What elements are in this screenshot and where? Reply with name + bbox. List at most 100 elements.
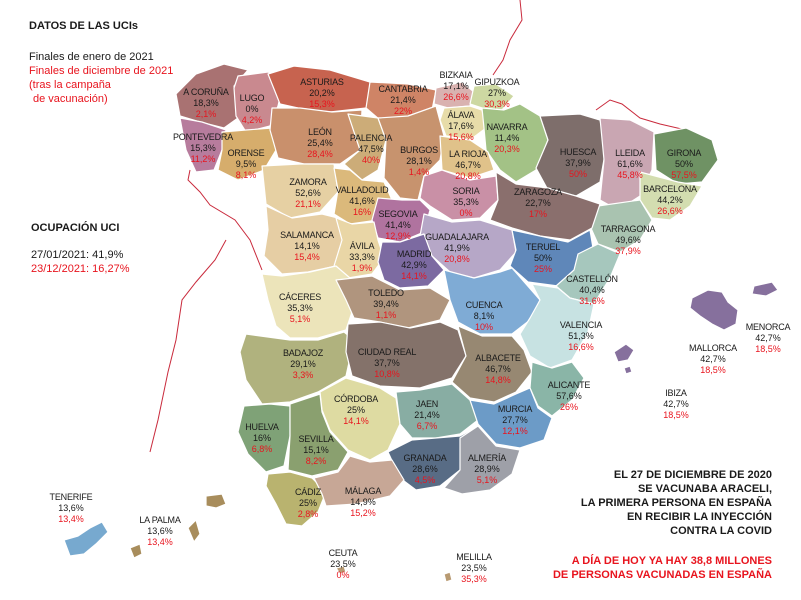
dec-value: 14,8% [485, 375, 511, 385]
label-valencia: Valencia 51,3% 16,6% [560, 320, 602, 353]
dec-value: 6,8% [251, 444, 273, 454]
label-cuenca: Cuenca 8,1% 10% [466, 300, 503, 333]
dec-value: 13,4% [147, 537, 173, 547]
jan-value: 46,7% [455, 160, 481, 170]
province-name: Granada [403, 453, 447, 463]
label-lugo: Lugo 0% 4,2% [240, 93, 265, 126]
label-gipuzkoa: Gipuzkoa 27% 30,3% [475, 77, 520, 110]
dec-value: 15,2% [350, 508, 376, 518]
label-murcia: Murcia 27,7% 12,1% [498, 404, 533, 437]
province-name: Sevilla [298, 434, 334, 444]
province-name: Gipuzkoa [474, 77, 520, 87]
jan-value: 37,7% [374, 358, 400, 368]
province-valencia [519, 283, 595, 369]
jan-value: 17,1% [443, 81, 469, 91]
province-name: Pontevedra [172, 132, 234, 142]
jan-value: 35,3% [453, 197, 479, 207]
province-toledo [335, 275, 451, 329]
label-huesca: Huesca 37,9% 50% [560, 147, 597, 180]
province-name: Orense [227, 148, 265, 158]
label-almeria: Almería 28,9% 5,1% [468, 453, 506, 486]
dec-value: 45,8% [617, 170, 643, 180]
province-name: Córdoba [333, 394, 379, 404]
province-name: Ibiza [665, 388, 687, 398]
dec-value: 15,4% [294, 252, 320, 262]
province-name: Guadalajara [425, 232, 489, 242]
jan-value: 47,5% [358, 144, 384, 154]
province-name: Castellón [566, 274, 618, 284]
occupancy-dec: 23/12/2021: 16,27% [31, 263, 130, 275]
province-ciudad-real [345, 321, 467, 389]
dec-value: 26,6% [657, 206, 683, 216]
province-name: Valencia [559, 320, 603, 330]
label-segovia: Segovia 41,4% 12,9% [378, 209, 417, 242]
province-name: Ciudad Real [357, 347, 417, 357]
dec-value: 57,5% [671, 170, 697, 180]
jan-value: 23,5% [461, 563, 487, 573]
legend-dec: Finales de diciembre de 2021 [29, 65, 174, 77]
legend-note-1: (tras la campaña [29, 79, 111, 91]
province-name: Málaga [344, 486, 382, 496]
jan-value: 9,5% [235, 159, 257, 169]
provinces [63, 63, 779, 583]
label-palencia: Palencia 47,5% 40% [350, 133, 392, 166]
dec-value: 20,8% [455, 171, 481, 181]
province-murcia [469, 387, 553, 449]
dec-value: 6,7% [416, 421, 438, 431]
province-huesca [535, 113, 607, 197]
province-name: Menorca [745, 322, 791, 332]
dec-value: 14,1% [401, 271, 427, 281]
jan-value: 21,4% [414, 410, 440, 420]
province-name: Huelva [245, 422, 279, 432]
province-name: Valladolid [335, 185, 389, 195]
dec-value: 35,3% [461, 574, 487, 584]
province-pontevedra [179, 117, 227, 173]
jan-value: 13,6% [147, 526, 173, 536]
dec-value: 31,6% [579, 296, 605, 306]
label-mallorca: Mallorca 42,7% 18,5% [689, 343, 737, 376]
jan-value: 41,9% [444, 243, 470, 253]
jan-value: 0% [245, 104, 259, 114]
dec-value: 0% [336, 570, 350, 580]
province-name: Cuenca [465, 300, 503, 310]
province-name: Tenerife [49, 492, 93, 502]
label-navarra: Navarra 11,4% 20,3% [487, 122, 528, 155]
province-tenerife [63, 521, 109, 557]
note-line: CONTRA LA COVID [670, 525, 772, 537]
jan-value: 27,7% [502, 415, 528, 425]
legend-jan: Finales de enero de 2021 [29, 51, 154, 63]
neighbour-borders [149, 0, 687, 453]
label-bizkaia: Bizkaia 17,1% 26,6% [439, 70, 472, 103]
province-name: Almería [467, 453, 507, 463]
label-avila: Ávila 33,3% 1,9% [349, 241, 375, 274]
label-zamora: Zamora 52,6% 21,1% [289, 177, 327, 210]
dec-value: 26% [559, 402, 579, 412]
jan-value: 41,4% [385, 220, 411, 230]
label-girona: Girona 50% 57,5% [666, 148, 702, 181]
province-name: Girona [666, 148, 702, 158]
label-teruel: Teruel 50% 25% [526, 242, 561, 275]
jan-value: 15,3% [190, 143, 216, 153]
dec-value: 1,1% [375, 310, 397, 320]
vaccination-total: A DÍA DE HOY YA HAY 38,8 MILLONES DE PER… [553, 554, 772, 582]
province-name: Salamanca [280, 230, 334, 240]
province-name: Mallorca [689, 343, 737, 353]
province-name: Lugo [239, 93, 265, 103]
occupancy-title: OCUPACIÓN UCI [31, 222, 120, 234]
province-soria [419, 169, 499, 221]
province-name: Madrid [396, 249, 432, 259]
dec-value: 10% [474, 322, 493, 332]
province-name: Ceuta [328, 548, 358, 558]
province-name: Alicante [547, 380, 591, 390]
dec-value: 28,4% [307, 149, 333, 159]
province-caceres [261, 265, 357, 339]
jan-value: 44,2% [657, 195, 683, 205]
jan-value: 22,7% [525, 198, 551, 208]
province-navarra [481, 103, 549, 183]
jan-value: 25,4% [307, 138, 333, 148]
label-pontevedra: Pontevedra 15,3% 11,2% [173, 132, 233, 165]
label-a-coruna: A Coruña 18,3% 2,1% [183, 87, 229, 120]
jan-value: 40,4% [579, 285, 605, 295]
province-name: Zamora [289, 177, 327, 187]
